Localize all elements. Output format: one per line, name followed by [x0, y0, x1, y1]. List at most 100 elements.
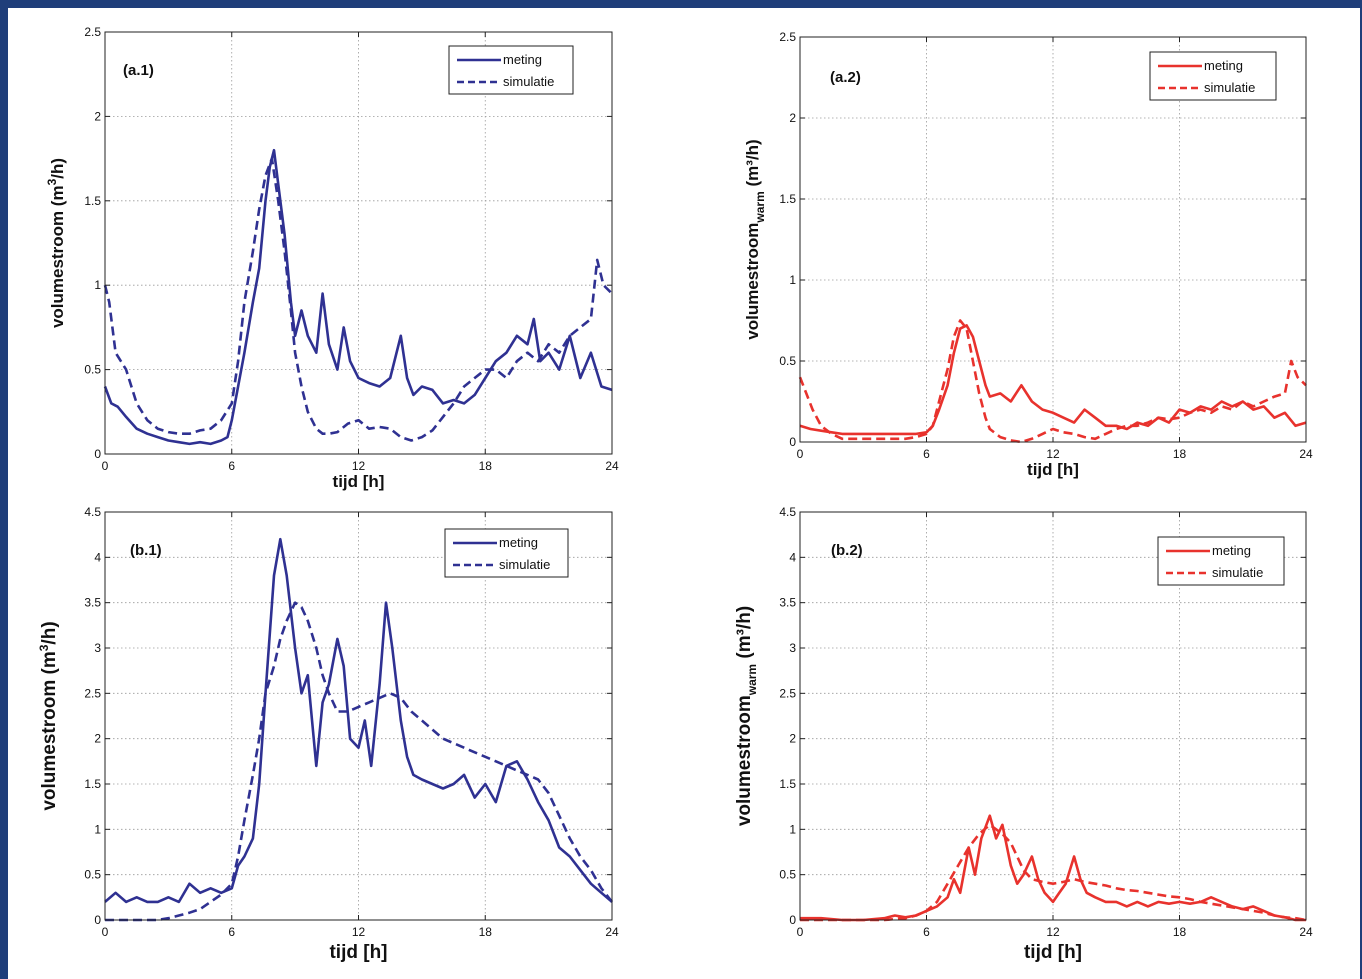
y-axis-label-sup: 3 [37, 644, 51, 651]
y-tick-label: 2.5 [84, 25, 101, 39]
series-line-simulatie [798, 319, 1307, 444]
y-tick-label: 1 [94, 278, 101, 292]
y-tick-label: 1 [789, 822, 796, 836]
y-axis-label-sub: warm [753, 191, 767, 223]
x-tick-label: 24 [605, 925, 619, 939]
x-tick-label: 12 [1046, 925, 1060, 939]
legend-box [1157, 536, 1285, 586]
legend-label-meting: meting [1204, 58, 1243, 73]
y-tick-label: 1.5 [779, 777, 796, 791]
x-tick-label: 0 [102, 925, 109, 939]
chart-panel-0: 0 6 12 18 24 0 0.5 1 1.5 2 2.5 tijd [h] volumestroom… [45, 25, 619, 491]
series-line-simulatie [800, 823, 1307, 922]
x-tick-label: 6 [228, 925, 235, 939]
x-axis-label: tijd [h] [329, 942, 387, 963]
y-tick-label: 2 [94, 732, 101, 746]
legend-label-simulatie: simulatie [1212, 565, 1263, 580]
chart-panel-1: 0 6 12 18 24 0 0.5 1 1.5 2 2.5 tijd [h] volumestroom… [743, 30, 1313, 479]
x-tick-label: 18 [479, 459, 493, 473]
legend-label-simulatie: simulatie [503, 74, 554, 89]
x-tick-label: 6 [923, 925, 930, 939]
series-line-simulatie [105, 601, 614, 922]
legend-label-meting: meting [499, 535, 538, 550]
x-tick-label: 24 [1299, 447, 1313, 461]
y-tick-label: 2 [789, 111, 796, 125]
legend-label-simulatie: simulatie [499, 557, 550, 572]
y-axis-label-tail: /h) [48, 158, 67, 179]
legend-box [1149, 51, 1277, 101]
y-tick-label: 0 [94, 913, 101, 927]
series-line-meting [799, 324, 1307, 436]
y-axis-label-main: volumestroom (m [39, 651, 60, 810]
series-line-meting [103, 148, 613, 446]
y-tick-label: 3 [789, 641, 796, 655]
legend: meting simulatie [1157, 536, 1285, 586]
x-tick-label: 18 [1173, 925, 1187, 939]
y-axis-label-tail: (m³/h) [734, 606, 755, 664]
y-axis-label-sub: warm [745, 664, 759, 696]
legend: meting simulatie [448, 45, 574, 95]
y-tick-label: 1.5 [84, 777, 101, 791]
legend: meting simulatie [444, 528, 569, 578]
x-tick-label: 18 [1173, 447, 1187, 461]
y-tick-label: 1.5 [84, 194, 101, 208]
y-tick-label: 2.5 [779, 686, 796, 700]
y-tick-label: 0.5 [779, 354, 796, 368]
y-axis-label: volumestroom (m3/h) [37, 621, 60, 810]
y-tick-label: 4 [789, 550, 796, 564]
y-tick-label: 3 [94, 641, 101, 655]
y-tick-label: 1 [94, 822, 101, 836]
legend: meting simulatie [1149, 51, 1277, 101]
y-tick-label: 0.5 [84, 363, 101, 377]
x-tick-label: 24 [605, 459, 619, 473]
y-tick-label: 4.5 [779, 505, 796, 519]
x-axis-label: tijd [h] [333, 472, 385, 491]
y-tick-label: 0 [789, 435, 796, 449]
y-tick-label: 0.5 [84, 868, 101, 882]
y-tick-label: 2 [94, 109, 101, 123]
series-line-meting [800, 814, 1306, 922]
y-tick-label: 2.5 [779, 30, 796, 44]
x-tick-label: 6 [228, 459, 235, 473]
x-axis-label: tijd [h] [1024, 942, 1082, 963]
y-axis-label-tail: /h) [39, 621, 60, 644]
x-tick-label: 6 [923, 447, 930, 461]
chart-panel-3: 0 6 12 18 24 0 0.5 1 1.5 2 2.5 3 3.5 4 4.5 tijd [h] volu… [734, 505, 1313, 963]
y-tick-label: 1 [789, 273, 796, 287]
y-axis-label-sup: 3 [45, 178, 59, 185]
panel-label: (b.1) [130, 542, 162, 559]
y-tick-label: 1.5 [779, 192, 796, 206]
plot-area [105, 32, 612, 454]
x-tick-label: 0 [797, 925, 804, 939]
y-axis-label: volumestroom (m3/h) [45, 158, 67, 328]
x-tick-label: 0 [102, 459, 109, 473]
legend-box [448, 45, 574, 95]
y-tick-label: 4 [94, 550, 101, 564]
panel-label: (b.2) [831, 542, 863, 559]
legend-label-meting: meting [1212, 543, 1251, 558]
panel-label: (a.2) [830, 69, 861, 86]
x-axis-label: tijd [h] [1027, 460, 1079, 479]
x-tick-label: 12 [1046, 447, 1060, 461]
x-tick-label: 18 [479, 925, 493, 939]
x-tick-label: 24 [1299, 925, 1313, 939]
y-axis-label: volumestroomwarm (m³/h) [734, 606, 759, 826]
x-tick-label: 0 [797, 447, 804, 461]
y-tick-label: 0.5 [779, 868, 796, 882]
y-tick-label: 3.5 [779, 596, 796, 610]
y-tick-label: 2.5 [84, 686, 101, 700]
y-axis-label-main: volumestroom [743, 223, 762, 340]
y-axis-label-main: volumestroom (m [48, 185, 67, 328]
y-axis-label-main: volumestroom [734, 695, 755, 826]
chart-panel-2: 0 6 12 18 24 0 0.5 1 1.5 2 2.5 3 3.5 4 4.5 tijd [h] volu… [37, 505, 619, 963]
legend-label-meting: meting [503, 52, 542, 67]
series-line-meting [104, 537, 613, 904]
y-tick-label: 3.5 [84, 596, 101, 610]
y-tick-label: 2 [789, 732, 796, 746]
panel-label: (a.1) [123, 62, 154, 79]
y-axis-label-tail: (m³/h) [743, 139, 762, 191]
x-tick-label: 12 [352, 459, 366, 473]
y-tick-label: 4.5 [84, 505, 101, 519]
x-tick-label: 12 [352, 925, 366, 939]
